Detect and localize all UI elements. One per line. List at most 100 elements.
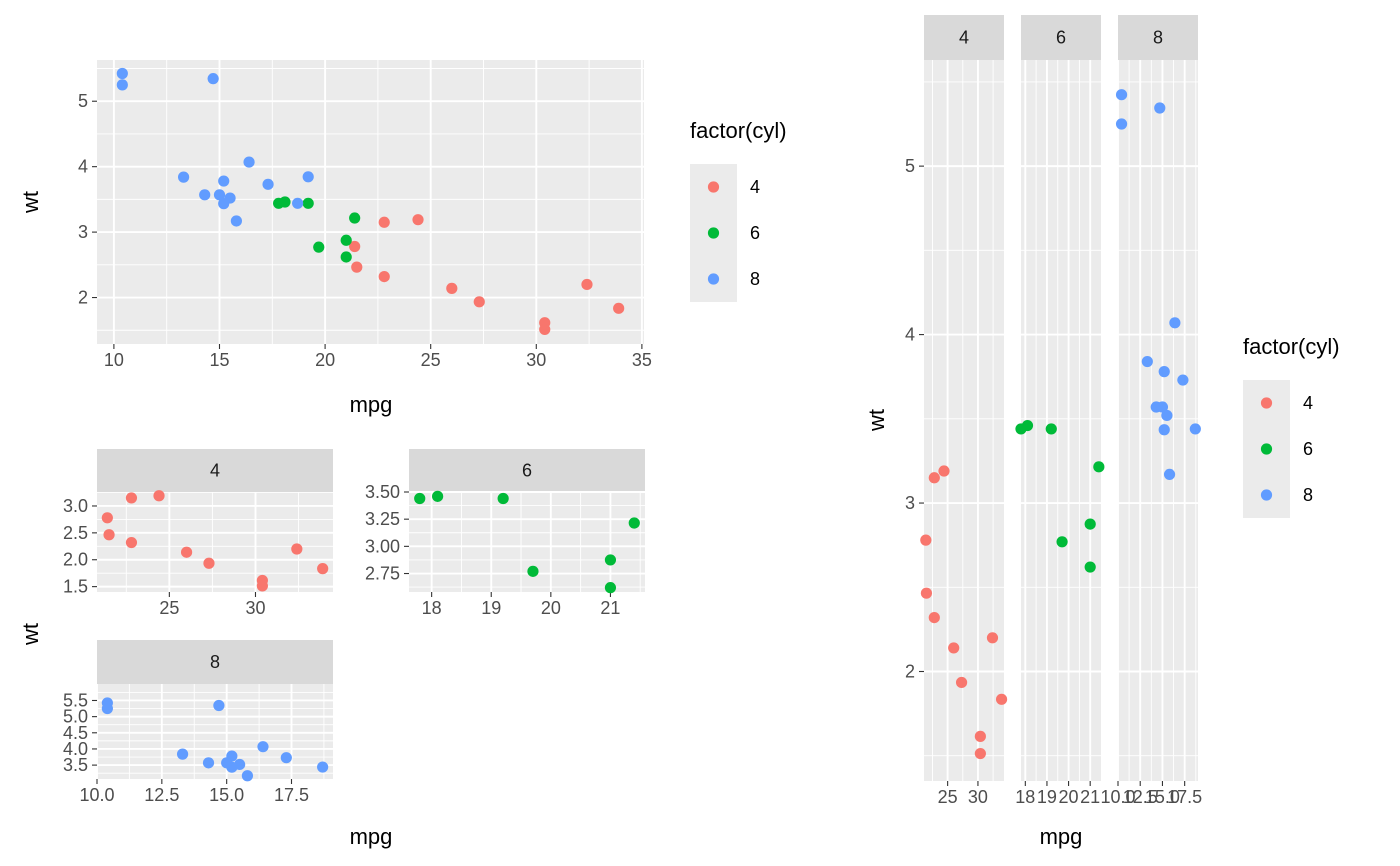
y-tick-label: 2.5 bbox=[63, 523, 88, 543]
data-point bbox=[349, 240, 361, 253]
data-point bbox=[313, 241, 325, 253]
data-point bbox=[177, 171, 190, 183]
strip-label: 8 bbox=[1153, 28, 1163, 48]
panel-background bbox=[1118, 60, 1198, 781]
legend-key-4 bbox=[1260, 397, 1273, 409]
x-tick-label: 25 bbox=[159, 598, 179, 618]
data-point bbox=[116, 79, 128, 91]
data-point bbox=[340, 234, 352, 246]
x-tick-label: 15 bbox=[209, 350, 229, 370]
strip-background bbox=[1021, 15, 1101, 60]
y-tick-label: 3.25 bbox=[365, 509, 400, 529]
data-point bbox=[1163, 468, 1176, 481]
legend: factor(cyl) 4 6 8 bbox=[1243, 334, 1340, 518]
x-tick-label: 10.0 bbox=[1100, 787, 1135, 807]
x-tick-label: 17.5 bbox=[1167, 787, 1202, 807]
plot-main-panel: 10 15 20 25 30 35 2 3 4 5 bbox=[78, 60, 652, 370]
grid-panel-8: 10.012.515.017.5 bbox=[1100, 60, 1202, 807]
x-tick-label: 20 bbox=[1059, 787, 1079, 807]
data-point bbox=[199, 189, 211, 201]
strip-background bbox=[1118, 15, 1198, 60]
x-tick-label: 10.0 bbox=[79, 785, 114, 805]
data-point bbox=[218, 198, 230, 210]
data-point bbox=[955, 676, 968, 689]
y-axis-title: wt bbox=[864, 409, 889, 432]
strip-8: 8 bbox=[97, 640, 333, 684]
y-tick-label: 3.5 bbox=[63, 755, 88, 775]
panel-background bbox=[409, 492, 645, 592]
legend-label: 8 bbox=[750, 269, 760, 289]
legend-key-8 bbox=[1260, 489, 1273, 501]
x-axis-title: mpg bbox=[1040, 824, 1083, 849]
x-tick-label: 19 bbox=[1037, 787, 1057, 807]
x-tick-label: 10 bbox=[104, 350, 124, 370]
data-point bbox=[1084, 518, 1096, 530]
legend: factor(cyl) 4 6 8 bbox=[690, 118, 787, 302]
x-axis-title: mpg bbox=[350, 824, 393, 849]
data-point bbox=[920, 587, 933, 599]
y-tick-label: 4 bbox=[905, 325, 915, 345]
x-tick-label: 12.5 bbox=[144, 785, 179, 805]
strip-4: 4 bbox=[97, 449, 333, 492]
y-tick-label: 5.0 bbox=[63, 707, 88, 727]
data-point bbox=[256, 580, 268, 592]
strip-label: 8 bbox=[210, 652, 220, 672]
data-point bbox=[986, 632, 999, 644]
legend-key-6 bbox=[707, 227, 720, 239]
data-point bbox=[116, 67, 128, 80]
legend-label: 6 bbox=[750, 223, 760, 243]
data-point bbox=[213, 699, 225, 712]
x-tick-label: 15.0 bbox=[209, 785, 244, 805]
x-tick-label: 15.0 bbox=[1145, 787, 1180, 807]
data-point bbox=[176, 748, 189, 760]
y-tick-label: 5.5 bbox=[63, 690, 88, 710]
data-point bbox=[302, 197, 314, 209]
data-point bbox=[1154, 102, 1166, 114]
data-point bbox=[1156, 401, 1169, 413]
data-point bbox=[230, 215, 242, 227]
data-point bbox=[1115, 89, 1128, 101]
x-tick-label: 20 bbox=[315, 350, 335, 370]
legend-label: 4 bbox=[750, 177, 760, 197]
y-axis-title: wt bbox=[18, 191, 43, 214]
data-point bbox=[1056, 536, 1068, 548]
data-point bbox=[1158, 366, 1170, 378]
grid-panel-6: 18 19 20 21 bbox=[1015, 60, 1105, 807]
data-point bbox=[125, 536, 138, 549]
grid-panel-4: 25 30 2 3 4 5 bbox=[905, 60, 1008, 807]
legend-key-6 bbox=[1260, 443, 1273, 455]
panel-background bbox=[1021, 60, 1101, 781]
x-tick-label: 19 bbox=[481, 598, 501, 618]
data-point bbox=[1158, 424, 1170, 436]
data-point bbox=[974, 730, 986, 742]
strip-label: 4 bbox=[959, 28, 969, 48]
data-point bbox=[628, 517, 640, 529]
x-tick-label: 35 bbox=[632, 350, 652, 370]
legend-label: 4 bbox=[1303, 393, 1313, 413]
data-point bbox=[221, 757, 233, 769]
data-point bbox=[581, 278, 593, 291]
data-point bbox=[153, 490, 165, 502]
y-tick-label: 3 bbox=[78, 222, 88, 242]
y-tick-label: 4.0 bbox=[63, 739, 88, 759]
data-point bbox=[473, 296, 485, 308]
data-point bbox=[1084, 561, 1096, 573]
x-tick-label: 20 bbox=[541, 598, 561, 618]
data-point bbox=[203, 557, 215, 569]
data-point bbox=[1115, 118, 1128, 130]
panel-background bbox=[97, 60, 644, 344]
data-point bbox=[414, 492, 426, 505]
data-point bbox=[241, 770, 254, 782]
x-tick-label: 30 bbox=[968, 787, 988, 807]
data-point bbox=[995, 693, 1008, 705]
data-point bbox=[280, 752, 292, 764]
data-point bbox=[302, 171, 314, 183]
data-point bbox=[539, 323, 551, 336]
data-point bbox=[291, 543, 303, 555]
y-tick-label: 3.50 bbox=[365, 482, 400, 502]
grid-strip-6: 6 bbox=[1021, 15, 1101, 60]
data-point bbox=[1161, 409, 1173, 422]
data-point bbox=[604, 554, 617, 566]
data-point bbox=[1093, 461, 1105, 473]
